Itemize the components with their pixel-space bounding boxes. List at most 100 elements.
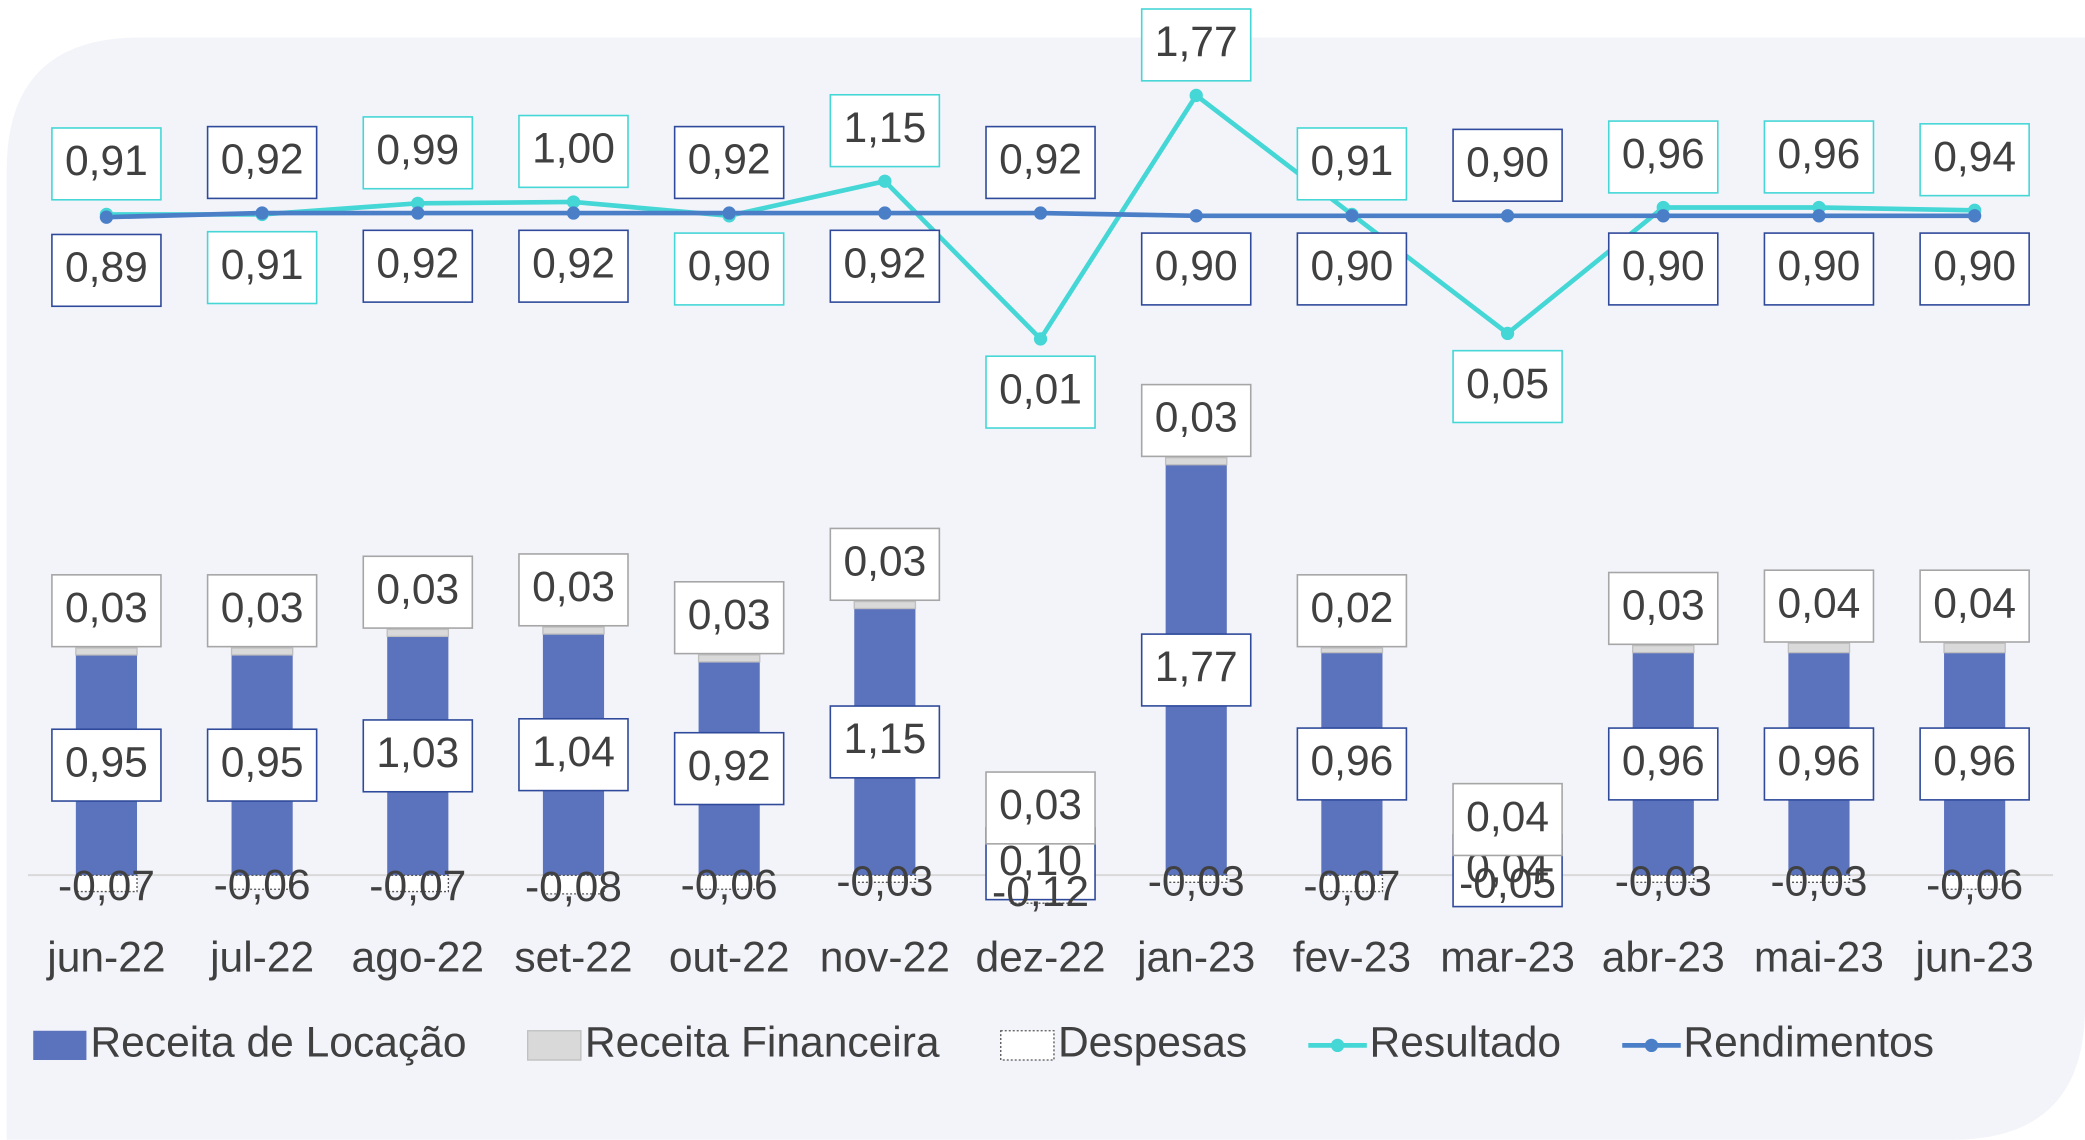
- line-point: [411, 206, 425, 220]
- data-label: 0,92: [221, 136, 304, 184]
- data-label-box: [1296, 127, 1408, 201]
- panel: [6, 37, 2085, 1140]
- x-tick-label: mar-23: [1440, 934, 1575, 982]
- data-label-box: [1763, 232, 1875, 306]
- legend-label: Despesas: [1058, 1019, 1247, 1067]
- data-label: 0,90: [1933, 242, 2016, 290]
- data-label: -0,03: [1148, 857, 1245, 905]
- data-label: 0,96: [1310, 737, 1393, 785]
- bar-segment: [1943, 874, 2006, 890]
- data-label: 0,03: [65, 584, 148, 632]
- line-point: [1033, 206, 1048, 220]
- data-label-box: [829, 93, 941, 168]
- bar-segment: [542, 626, 605, 635]
- data-label-box: [1296, 574, 1408, 648]
- data-label: 0,04: [1933, 579, 2016, 627]
- data-label-box: [1763, 120, 1875, 194]
- data-label-box: [829, 705, 941, 779]
- data-label-box: [1296, 232, 1408, 306]
- data-label: 0,03: [688, 591, 771, 639]
- data-label-box: [518, 717, 629, 792]
- legend-swatch: [1330, 1038, 1345, 1053]
- data-label: -0,03: [1770, 857, 1867, 905]
- bar-segment: [697, 654, 761, 663]
- legend-swatch: [33, 1030, 87, 1061]
- data-label: 0,92: [688, 136, 771, 184]
- data-label-box: [1140, 232, 1252, 306]
- data-label-box: [1140, 383, 1252, 458]
- data-label: 0,03: [843, 538, 926, 586]
- data-label-box: [518, 114, 629, 189]
- data-label-box: [829, 527, 941, 602]
- data-label-box: [985, 771, 1096, 845]
- x-tick-label: ago-22: [352, 934, 484, 982]
- bar-segment: [1320, 647, 1384, 654]
- data-label: -0,07: [1303, 862, 1400, 910]
- data-label: 0,96: [1778, 130, 1861, 178]
- line-point: [99, 210, 114, 224]
- bar-segment: [386, 874, 450, 893]
- data-label: 0,89: [65, 244, 148, 292]
- data-label: 0,95: [221, 738, 304, 786]
- data-label: 0,03: [221, 584, 304, 632]
- data-label: 0,92: [376, 239, 459, 287]
- data-label-box: [206, 125, 318, 200]
- data-label: 0,03: [999, 781, 1082, 829]
- legend-swatch: [1000, 1030, 1055, 1061]
- data-label: 0,96: [1622, 130, 1705, 178]
- data-label: 0,96: [1778, 737, 1861, 785]
- data-label-box: [51, 728, 162, 802]
- data-label-box: [51, 233, 162, 308]
- line-point: [1033, 332, 1048, 346]
- x-tick-label: jul-22: [208, 934, 314, 982]
- data-label: 0,90: [1310, 242, 1393, 290]
- data-label: 0,92: [688, 742, 771, 790]
- data-label-box: [206, 574, 318, 648]
- data-label-box: [362, 719, 474, 793]
- data-label: 0,91: [1310, 137, 1393, 185]
- data-label: 1,77: [1155, 643, 1238, 691]
- data-label-box: [362, 229, 474, 303]
- data-label: 0,90: [688, 242, 771, 290]
- data-label: 0,90: [1466, 139, 1549, 187]
- data-label: 0,10: [999, 837, 1082, 885]
- bar-segment: [1320, 874, 1384, 893]
- line-point: [878, 174, 892, 188]
- data-label: -0,03: [1615, 857, 1712, 905]
- data-label-box: [1296, 727, 1408, 801]
- legend-label: Receita de Locação: [90, 1019, 466, 1067]
- data-label-box: [362, 555, 474, 629]
- bar-segment: [1632, 874, 1695, 883]
- data-label-box: [673, 580, 785, 655]
- data-label-box: [1452, 349, 1563, 424]
- data-label: -0,12: [992, 868, 1089, 916]
- line-point: [1500, 326, 1515, 341]
- data-label-box: [1763, 727, 1875, 801]
- data-label: -0,07: [58, 862, 155, 910]
- bar-segment: [230, 647, 294, 656]
- bar-segment: [1787, 874, 1851, 883]
- data-label: 0,05: [1466, 360, 1549, 408]
- data-label: -0,05: [1459, 860, 1556, 908]
- line-point: [1189, 88, 1203, 103]
- data-label: 0,02: [1310, 584, 1393, 632]
- line-point: [722, 206, 736, 220]
- line-point: [1967, 209, 1982, 223]
- data-label-box: [1919, 123, 2030, 197]
- data-label: -0,03: [836, 857, 933, 905]
- data-label-box: [1607, 727, 1719, 801]
- bar-segment: [1943, 642, 2006, 654]
- data-label: 1,15: [843, 104, 926, 152]
- bar-segment: [75, 874, 138, 893]
- data-label: 0,90: [1622, 242, 1705, 290]
- x-tick-label: fev-23: [1293, 934, 1411, 982]
- line-point: [1345, 209, 1359, 223]
- data-label: 0,99: [376, 126, 459, 174]
- line-point: [411, 196, 425, 210]
- data-label: 0,90: [1778, 242, 1861, 290]
- data-label-box: [206, 728, 318, 802]
- data-label-box: [362, 116, 474, 190]
- data-label: 0,01: [999, 365, 1082, 413]
- bar-segment: [542, 874, 605, 895]
- data-label-box: [1452, 128, 1563, 202]
